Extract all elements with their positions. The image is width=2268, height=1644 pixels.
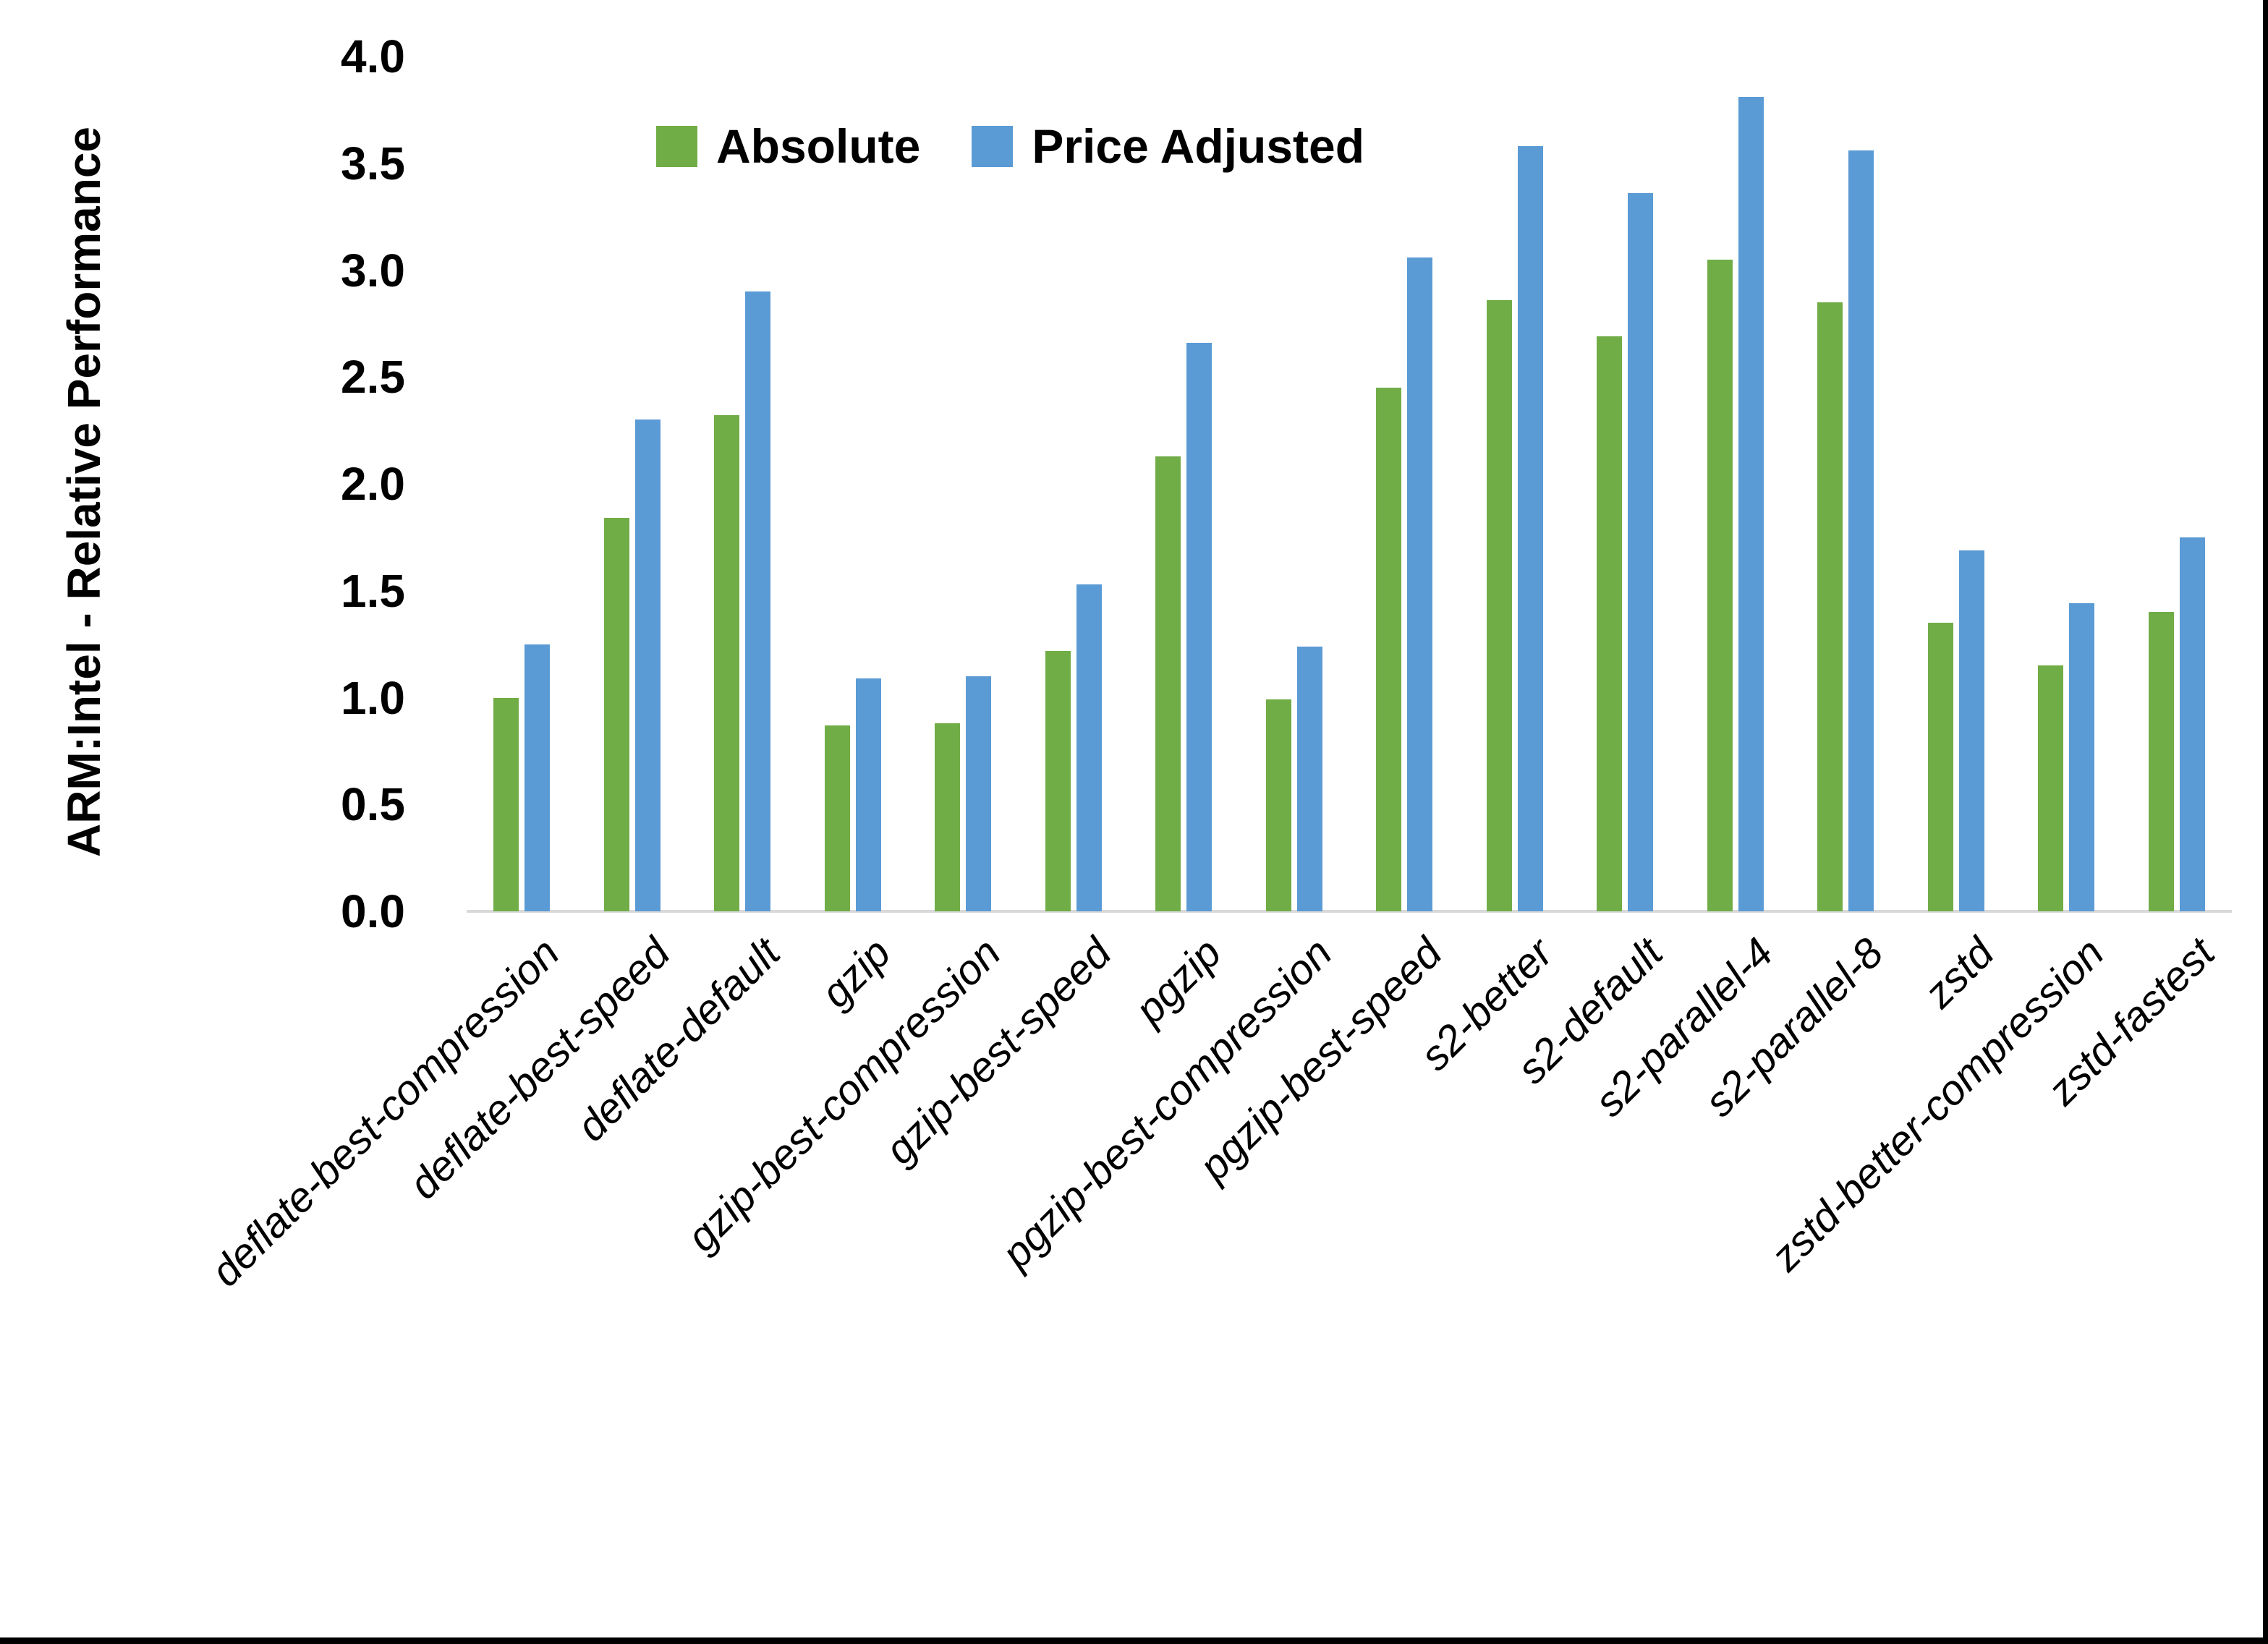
price-adjusted-bar bbox=[1628, 193, 1654, 911]
y-axis-tick-label: 0.0 bbox=[341, 885, 405, 937]
legend-item-price-adjusted: Price Adjusted bbox=[972, 119, 1364, 174]
y-axis-tick-label: 0.5 bbox=[341, 778, 405, 831]
y-axis-tick-label: 1.5 bbox=[341, 564, 405, 617]
legend-item-absolute: Absolute bbox=[656, 119, 920, 174]
price-adjusted-bar bbox=[1848, 150, 1874, 911]
bar-group bbox=[1239, 56, 1350, 911]
price-adjusted-bar bbox=[745, 291, 771, 911]
x-axis-line bbox=[467, 910, 2232, 913]
price-adjusted-bar bbox=[1738, 97, 1764, 911]
y-axis-tick-label: 1.0 bbox=[341, 671, 405, 724]
price-adjusted-bar bbox=[1517, 146, 1543, 911]
price-adjusted-bar bbox=[634, 419, 661, 911]
bar-group bbox=[577, 56, 688, 911]
absolute-bar bbox=[1045, 650, 1071, 911]
y-axis-tick-label: 2.0 bbox=[341, 458, 405, 510]
bar-group bbox=[1681, 56, 1791, 911]
absolute-bar bbox=[603, 518, 629, 911]
absolute-bar bbox=[1265, 699, 1291, 911]
absolute-bar bbox=[935, 723, 961, 911]
screen-border-right bbox=[2263, 0, 2268, 1644]
price-adjusted-bar bbox=[2069, 603, 2095, 911]
bar-group bbox=[908, 56, 1019, 911]
bar-group bbox=[1349, 56, 1460, 911]
bar-group bbox=[687, 56, 798, 911]
bar-group bbox=[2122, 56, 2233, 911]
price-adjusted-bar bbox=[966, 676, 992, 911]
absolute-bar bbox=[1376, 388, 1402, 911]
absolute-bar bbox=[1597, 336, 1623, 911]
absolute-bar bbox=[824, 725, 850, 911]
legend-label-price-adjusted: Price Adjusted bbox=[1032, 119, 1365, 173]
absolute-bar bbox=[1707, 259, 1733, 911]
absolute-bar bbox=[2148, 612, 2174, 911]
bar-group bbox=[1901, 56, 2012, 911]
price-adjusted-series-swatch-icon bbox=[972, 125, 1014, 167]
absolute-bar bbox=[493, 697, 519, 911]
absolute-bar bbox=[2038, 665, 2064, 911]
absolute-series-swatch-icon bbox=[656, 125, 697, 167]
price-adjusted-bar bbox=[2179, 537, 2205, 911]
legend: Absolute Price Adjusted bbox=[656, 110, 1364, 182]
bar-group bbox=[2011, 56, 2122, 911]
y-axis-tick-label: 3.5 bbox=[341, 137, 405, 189]
y-axis-tick-label: 4.0 bbox=[341, 30, 405, 82]
screen-border-bottom bbox=[0, 1637, 2268, 1644]
absolute-bar bbox=[1927, 623, 1953, 911]
absolute-bar bbox=[1486, 299, 1512, 911]
y-axis-tick-label: 3.0 bbox=[341, 244, 405, 297]
bar-group bbox=[1129, 56, 1239, 911]
bar-group bbox=[1791, 56, 1901, 911]
absolute-bar bbox=[1817, 302, 1843, 911]
bar-group bbox=[467, 56, 577, 911]
price-adjusted-bar bbox=[1076, 584, 1102, 911]
price-adjusted-bar bbox=[524, 644, 551, 911]
y-axis-tick-label: 2.5 bbox=[341, 351, 405, 404]
legend-label-absolute: Absolute bbox=[716, 119, 921, 173]
absolute-bar bbox=[714, 415, 740, 911]
bar-group bbox=[1460, 56, 1571, 911]
price-adjusted-bar bbox=[1296, 646, 1322, 911]
bar-group bbox=[1570, 56, 1681, 911]
bar-group bbox=[798, 56, 909, 911]
price-adjusted-bar bbox=[1958, 550, 1984, 911]
price-adjusted-bar bbox=[855, 678, 881, 911]
price-adjusted-bar bbox=[1407, 257, 1433, 911]
absolute-bar bbox=[1155, 456, 1181, 911]
bar-group bbox=[1019, 56, 1129, 911]
price-adjusted-bar bbox=[1186, 342, 1212, 911]
